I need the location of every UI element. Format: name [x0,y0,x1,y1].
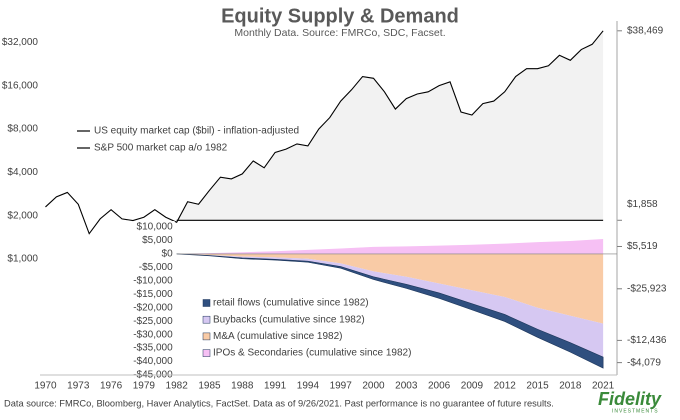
chart-title: Equity Supply & Demand [221,5,459,27]
legend-label: S&P 500 market cap a/o 1982 [94,143,228,154]
x-tick-label: 1988 [231,381,254,392]
end-label: $1,858 [627,199,658,210]
footnote: Data source: FMRCo, Bloomberg, Haver Ana… [4,398,554,408]
x-tick-label: 2012 [494,381,517,392]
end-label: $5,519 [627,241,658,252]
end-label: -$4,079 [627,357,661,368]
y-tick-label: $5,000 [142,235,173,246]
y-tick-label: -$10,000 [133,275,173,286]
y-tick-label: -$15,000 [133,289,173,300]
stacked-area [176,253,604,369]
x-tick-label: 1973 [67,381,90,392]
legend-label: Buybacks (cumulative since 1982) [213,314,365,325]
x-tick-label: 1970 [34,381,57,392]
panel-bg [136,234,175,247]
y-tick-label: $16,000 [2,80,39,91]
x-tick-label: 2000 [362,381,385,392]
x-tick-label: 2018 [559,381,582,392]
stacked-area [176,253,604,324]
panel-bg [136,288,175,301]
legend-swatch [202,299,211,307]
series-line [45,30,604,235]
x-tick-label: 1994 [297,381,320,392]
x-tick-label: 2021 [592,381,615,392]
logo-brand: Fidelity [598,389,662,409]
panel-bg [136,247,175,260]
stacked-area [176,253,604,358]
x-tick-label: 2003 [395,381,418,392]
panel-bg [136,355,175,368]
x-tick-label: 1979 [133,381,156,392]
end-label: -$12,436 [627,335,667,346]
y-tick-label: -$30,000 [133,329,173,340]
x-tick-label: 1997 [330,381,353,392]
y-tick-label: $1,000 [7,254,38,265]
legend-swatch [202,332,211,341]
y-tick-label: $8,000 [7,124,38,135]
y-tick-label: $32,000 [2,37,39,48]
y-tick-label: $10,000 [137,222,174,233]
gap-band [176,30,604,223]
end-label: -$25,923 [627,283,667,294]
x-tick-label: 2015 [526,381,549,392]
panel-bg [136,301,175,314]
y-tick-label: -$25,000 [133,316,173,327]
y-tick-label: $0 [162,249,174,260]
legend-label: M&A (cumulative since 1982) [213,331,343,342]
panel-bg [136,342,175,355]
x-tick-label: 2006 [428,381,451,392]
panel-bg [136,315,175,328]
x-tick-label: 1976 [100,381,123,392]
x-tick-label: 2009 [461,381,484,392]
legend-label: retail flows (cumulative since 1982) [213,298,369,309]
y-tick-label: -$40,000 [133,356,173,367]
y-tick-label: -$20,000 [133,302,173,313]
panel-bg [136,328,175,341]
legend-swatch [202,315,211,324]
panel-bg [136,274,175,287]
chart-subtitle: Monthly Data. Source: FMRCo, SDC, Facset… [234,27,445,39]
legend-label: US equity market cap ($bil) - inflation-… [94,126,299,137]
legend-swatch [202,349,211,357]
y-tick-label: $2,000 [7,210,38,221]
panel-bg [136,221,175,233]
logo-sub: INVESTMENTS [612,408,659,414]
panel-bg [136,261,175,274]
stacked-area [176,239,604,254]
legend-label: IPOs & Secondaries (cumulative since 198… [213,348,411,359]
x-tick-label: 1982 [166,381,189,392]
y-tick-label: $4,000 [7,167,38,178]
y-tick-label: -$35,000 [133,343,173,354]
end-label: $38,469 [627,25,664,36]
y-tick-label: -$5,000 [139,262,173,273]
x-tick-label: 1991 [264,381,287,392]
x-tick-label: 1985 [198,381,221,392]
